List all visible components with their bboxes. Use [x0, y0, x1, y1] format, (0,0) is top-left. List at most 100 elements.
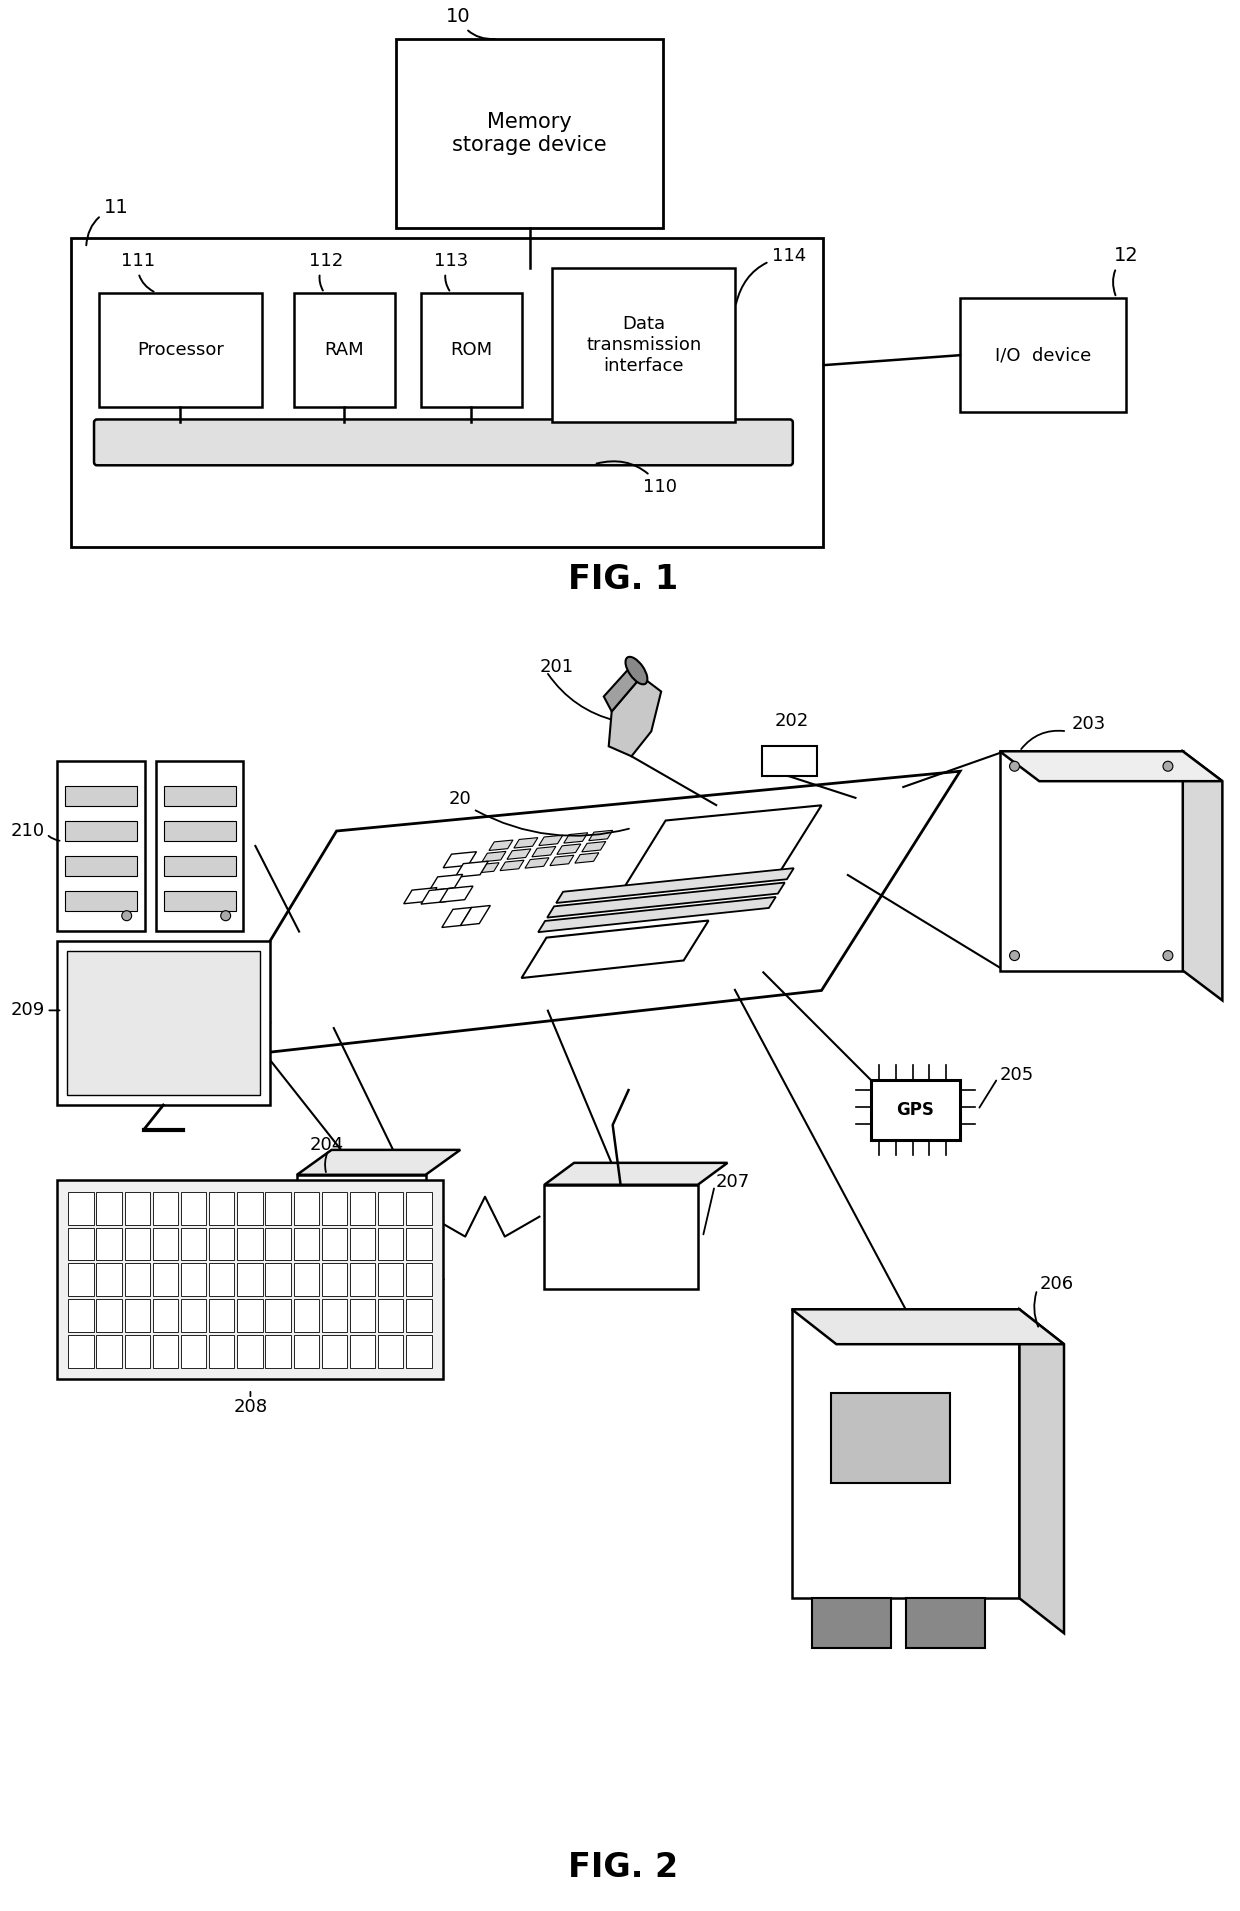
- Bar: [905, 1598, 985, 1647]
- Bar: [350, 1336, 376, 1368]
- Polygon shape: [522, 921, 708, 978]
- Bar: [237, 1299, 263, 1332]
- Polygon shape: [475, 862, 498, 873]
- Bar: [153, 1192, 179, 1225]
- Polygon shape: [609, 676, 661, 757]
- Text: 12: 12: [1114, 247, 1138, 296]
- Bar: [322, 1227, 347, 1261]
- Circle shape: [1163, 761, 1173, 772]
- Text: 11: 11: [87, 199, 129, 245]
- Circle shape: [1009, 950, 1019, 961]
- Bar: [237, 1263, 263, 1296]
- Bar: [68, 1263, 93, 1296]
- Bar: [165, 822, 236, 841]
- Text: 114: 114: [737, 247, 806, 304]
- Bar: [68, 1336, 93, 1368]
- Text: 10: 10: [445, 8, 495, 38]
- Bar: [68, 1227, 93, 1261]
- Text: ROM: ROM: [450, 342, 492, 359]
- Bar: [125, 1299, 150, 1332]
- Bar: [265, 1299, 290, 1332]
- Bar: [350, 1299, 376, 1332]
- Polygon shape: [557, 868, 794, 904]
- Bar: [350, 1263, 376, 1296]
- Polygon shape: [440, 887, 472, 902]
- Text: RAM: RAM: [325, 342, 365, 359]
- Polygon shape: [564, 833, 588, 843]
- Polygon shape: [532, 847, 556, 856]
- Polygon shape: [482, 852, 506, 862]
- Bar: [66, 785, 136, 806]
- Bar: [68, 1299, 93, 1332]
- Bar: [294, 1263, 319, 1296]
- Polygon shape: [296, 1175, 425, 1259]
- Bar: [294, 1227, 319, 1261]
- Polygon shape: [763, 747, 817, 776]
- Bar: [181, 1336, 206, 1368]
- Polygon shape: [455, 862, 489, 877]
- Bar: [210, 1192, 234, 1225]
- Bar: [870, 1080, 960, 1141]
- Bar: [125, 1336, 150, 1368]
- Bar: [407, 1227, 432, 1261]
- Text: 110: 110: [596, 461, 677, 497]
- Bar: [181, 1227, 206, 1261]
- Polygon shape: [500, 860, 525, 871]
- Bar: [322, 1263, 347, 1296]
- Polygon shape: [429, 875, 463, 891]
- Bar: [97, 1299, 122, 1332]
- Bar: [237, 1192, 263, 1225]
- Bar: [378, 1227, 403, 1261]
- Ellipse shape: [625, 657, 647, 684]
- Bar: [153, 1227, 179, 1261]
- Text: 210: 210: [10, 822, 45, 841]
- Bar: [322, 1192, 347, 1225]
- Text: 206: 206: [1039, 1275, 1074, 1294]
- Bar: [812, 1598, 890, 1647]
- Bar: [378, 1192, 403, 1225]
- Bar: [294, 292, 394, 407]
- Bar: [210, 1227, 234, 1261]
- Text: Processor: Processor: [138, 342, 224, 359]
- Text: Memory
storage device: Memory storage device: [453, 113, 606, 155]
- Bar: [165, 856, 236, 875]
- Bar: [420, 292, 522, 407]
- Polygon shape: [507, 848, 531, 860]
- Bar: [322, 1299, 347, 1332]
- Text: 205: 205: [999, 1066, 1034, 1084]
- Text: 202: 202: [775, 713, 808, 730]
- Bar: [97, 1263, 122, 1296]
- Polygon shape: [792, 1309, 1064, 1343]
- Text: 208: 208: [233, 1399, 268, 1416]
- Bar: [350, 1227, 376, 1261]
- Bar: [125, 1192, 150, 1225]
- Polygon shape: [460, 906, 490, 925]
- Polygon shape: [621, 805, 822, 892]
- Bar: [71, 239, 823, 547]
- Polygon shape: [1183, 751, 1223, 1001]
- Circle shape: [1163, 950, 1173, 961]
- Bar: [265, 1192, 290, 1225]
- Bar: [210, 1336, 234, 1368]
- Text: 111: 111: [120, 252, 155, 292]
- Polygon shape: [57, 1179, 444, 1380]
- Bar: [960, 298, 1126, 413]
- Polygon shape: [422, 889, 454, 904]
- Bar: [68, 1192, 93, 1225]
- Polygon shape: [441, 908, 471, 927]
- Bar: [156, 761, 243, 931]
- Circle shape: [122, 912, 131, 921]
- Text: Data
transmission
interface: Data transmission interface: [587, 315, 702, 375]
- Polygon shape: [604, 663, 641, 711]
- Bar: [237, 1336, 263, 1368]
- Bar: [265, 1336, 290, 1368]
- Polygon shape: [404, 887, 436, 904]
- Polygon shape: [792, 1309, 1019, 1598]
- Bar: [57, 761, 145, 931]
- Bar: [396, 38, 663, 227]
- Bar: [378, 1299, 403, 1332]
- Bar: [66, 891, 136, 912]
- Bar: [265, 1263, 290, 1296]
- Bar: [210, 1299, 234, 1332]
- Bar: [407, 1336, 432, 1368]
